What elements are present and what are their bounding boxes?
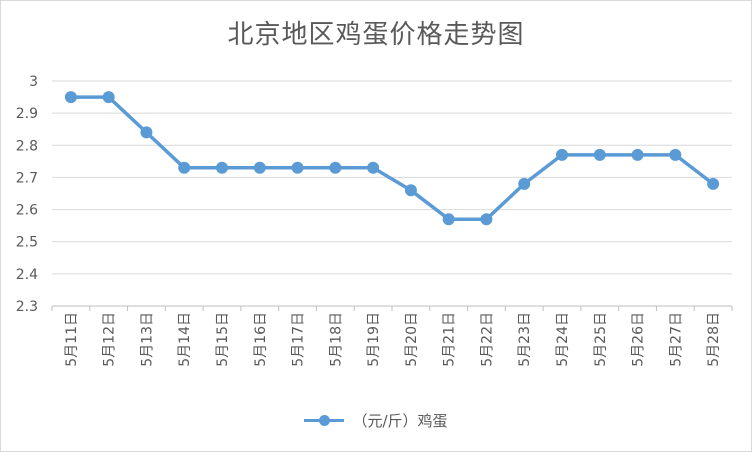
data-point <box>707 177 720 190</box>
data-point <box>291 161 304 174</box>
data-point <box>669 148 682 161</box>
y-tick-label: 2.8 <box>16 138 38 154</box>
data-point <box>556 148 568 161</box>
legend: （元/斤）鸡蛋 <box>0 408 752 432</box>
data-point <box>140 126 153 139</box>
x-tick-label: 5月21日 <box>442 312 458 367</box>
x-tick-label: 5月12日 <box>102 312 118 367</box>
x-tick-label: 5月24日 <box>555 312 571 367</box>
x-tick-label: 5月11日 <box>64 312 80 367</box>
x-tick-label: 5月22日 <box>479 312 495 367</box>
data-point <box>631 148 644 161</box>
data-point <box>216 161 228 174</box>
data-point <box>480 213 493 226</box>
y-axis-ticks: 2.3 2.4 2.5 2.6 2.7 2.8 2.9 3 <box>16 74 38 315</box>
x-tick-label: 5月28日 <box>706 312 722 367</box>
legend-label-egg: （元/斤）鸡蛋 <box>352 411 448 430</box>
x-tick-label: 5月14日 <box>177 312 193 367</box>
series-egg-price <box>64 91 720 226</box>
data-point <box>404 184 417 197</box>
x-tick-label: 5月18日 <box>328 312 344 367</box>
x-tick-label: 5月13日 <box>139 312 155 367</box>
y-tick-label: 2.4 <box>16 267 38 283</box>
x-tick-label: 5月19日 <box>366 312 382 367</box>
series-line <box>70 95 715 221</box>
x-tick-label: 5月17日 <box>291 312 307 367</box>
data-point <box>178 161 191 174</box>
data-point <box>367 161 380 174</box>
data-point <box>64 91 77 104</box>
x-tick-label: 5月27日 <box>668 312 684 367</box>
x-tick-label: 5月20日 <box>404 312 420 367</box>
y-tick-label: 2.3 <box>16 299 38 315</box>
data-point <box>102 91 115 104</box>
data-point <box>253 161 266 174</box>
y-tick-label: 2.9 <box>16 106 38 122</box>
y-tick-label: 2.7 <box>16 170 38 186</box>
legend-marker <box>304 412 345 428</box>
x-tick-label: 5月16日 <box>253 312 269 367</box>
data-point <box>329 161 342 174</box>
data-point <box>593 148 606 161</box>
data-point <box>518 177 531 190</box>
data-point <box>442 213 455 226</box>
x-axis <box>51 305 733 311</box>
y-tick-label: 2.6 <box>16 203 38 219</box>
gridlines <box>52 80 732 275</box>
x-tick-label: 5月25日 <box>593 312 609 367</box>
x-tick-label: 5月26日 <box>631 312 647 367</box>
x-tick-label: 5月23日 <box>517 312 533 367</box>
x-axis-ticks: 5月11日 5月12日 5月13日 5月14日 5月15日 5月16日 5月17日 5月18日… <box>64 312 722 367</box>
chart-title: 北京地区鸡蛋价格走势图 <box>227 20 525 50</box>
y-tick-label: 2.5 <box>16 235 38 251</box>
x-tick-label: 5月15日 <box>215 312 231 367</box>
y-tick-label: 3 <box>29 74 38 90</box>
